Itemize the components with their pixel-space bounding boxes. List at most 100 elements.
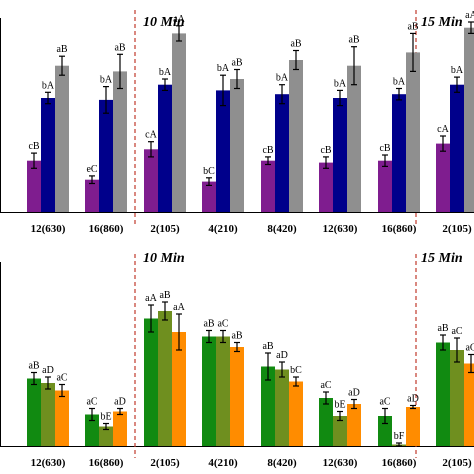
- bar: [392, 94, 406, 212]
- bar-group: cB bA aB: [319, 35, 361, 212]
- data-label: aC: [451, 326, 462, 337]
- bar: [406, 407, 420, 446]
- data-label: bA: [451, 65, 464, 76]
- x-tick-label: 2(105): [150, 223, 180, 235]
- data-label: aC: [217, 319, 228, 330]
- bar: [113, 71, 127, 213]
- data-label: aB: [231, 58, 242, 69]
- bar: [99, 426, 113, 446]
- bar: [275, 94, 289, 212]
- bar: [261, 160, 275, 212]
- bar: [55, 390, 69, 446]
- bar: [158, 311, 172, 446]
- bar: [55, 65, 69, 212]
- bar: [99, 99, 113, 212]
- data-label: aB: [231, 331, 242, 342]
- x-tick-label: 4(210): [208, 223, 238, 235]
- bar: [172, 33, 186, 213]
- bar: [41, 383, 55, 446]
- data-label: aB: [159, 290, 170, 301]
- bar: [230, 79, 244, 212]
- bar: [27, 378, 41, 446]
- data-label: aA: [465, 10, 474, 21]
- section-label: 15 Min: [421, 15, 463, 30]
- data-label: bA: [217, 63, 230, 74]
- data-label: aB: [348, 35, 359, 46]
- bar-group: cA bA aA: [144, 14, 186, 213]
- bar: [450, 350, 464, 446]
- bar: [144, 149, 158, 212]
- bar: [289, 60, 303, 212]
- data-label: aC: [86, 397, 97, 408]
- data-label: bA: [334, 78, 347, 89]
- bar: [333, 416, 347, 446]
- data-label: aB: [262, 341, 273, 352]
- x-tick-label: 16(860): [382, 457, 417, 469]
- data-label: aD: [42, 365, 54, 376]
- bar: [347, 404, 361, 446]
- data-label: aB: [114, 42, 125, 53]
- bar: [144, 318, 158, 446]
- section-label: 10 Min: [143, 251, 185, 266]
- bar: [333, 98, 347, 212]
- bar: [378, 160, 392, 212]
- bar: [275, 369, 289, 446]
- data-label: cB: [320, 145, 331, 156]
- x-tick-label: 2(105): [442, 457, 472, 469]
- bar-group: cB bA aB: [261, 39, 303, 212]
- bar-group: cA bA aA: [436, 10, 474, 213]
- data-label: aB: [56, 44, 67, 55]
- x-tick-label: 16(860): [89, 457, 124, 469]
- data-label: aB: [203, 319, 214, 330]
- bar: [289, 381, 303, 446]
- data-label: cB: [28, 141, 39, 152]
- bar: [261, 366, 275, 446]
- data-label: cB: [262, 145, 273, 156]
- data-label: eC: [86, 164, 97, 175]
- x-tick-label: 16(860): [89, 223, 124, 235]
- bar: [216, 90, 230, 212]
- bar: [85, 179, 99, 212]
- x-tick-label: 2(105): [442, 223, 472, 235]
- bar-group: eC bA aB: [85, 42, 127, 213]
- bar: [378, 416, 392, 446]
- x-tick-label: 8(420): [267, 457, 297, 469]
- x-tick-label: 12(630): [31, 223, 66, 235]
- data-label: bE: [100, 412, 111, 423]
- data-label: aD: [407, 394, 419, 405]
- bar: [202, 181, 216, 212]
- bar-group: cB bA aB: [378, 21, 420, 213]
- bar: [202, 336, 216, 446]
- x-tick-label: 16(860): [382, 223, 417, 235]
- data-label: cA: [437, 124, 449, 135]
- x-tick-label: 2(105): [150, 457, 180, 469]
- data-label: bF: [394, 431, 405, 442]
- data-label: aB: [437, 323, 448, 334]
- data-label: aB: [28, 361, 39, 372]
- bar: [230, 347, 244, 446]
- bar: [347, 65, 361, 212]
- bar-group: aC bF aD: [378, 394, 420, 447]
- bar: [27, 160, 41, 212]
- bar: [113, 411, 127, 446]
- data-label: bA: [42, 80, 55, 91]
- bar: [450, 84, 464, 212]
- bar: [406, 52, 420, 213]
- bar: [41, 98, 55, 212]
- bar: [216, 336, 230, 446]
- x-tick-label: 12(630): [323, 223, 358, 235]
- bar: [436, 143, 450, 212]
- x-tick-label: 4(210): [208, 457, 238, 469]
- data-label: aA: [145, 293, 157, 304]
- bar: [158, 84, 172, 212]
- bar: [464, 363, 474, 446]
